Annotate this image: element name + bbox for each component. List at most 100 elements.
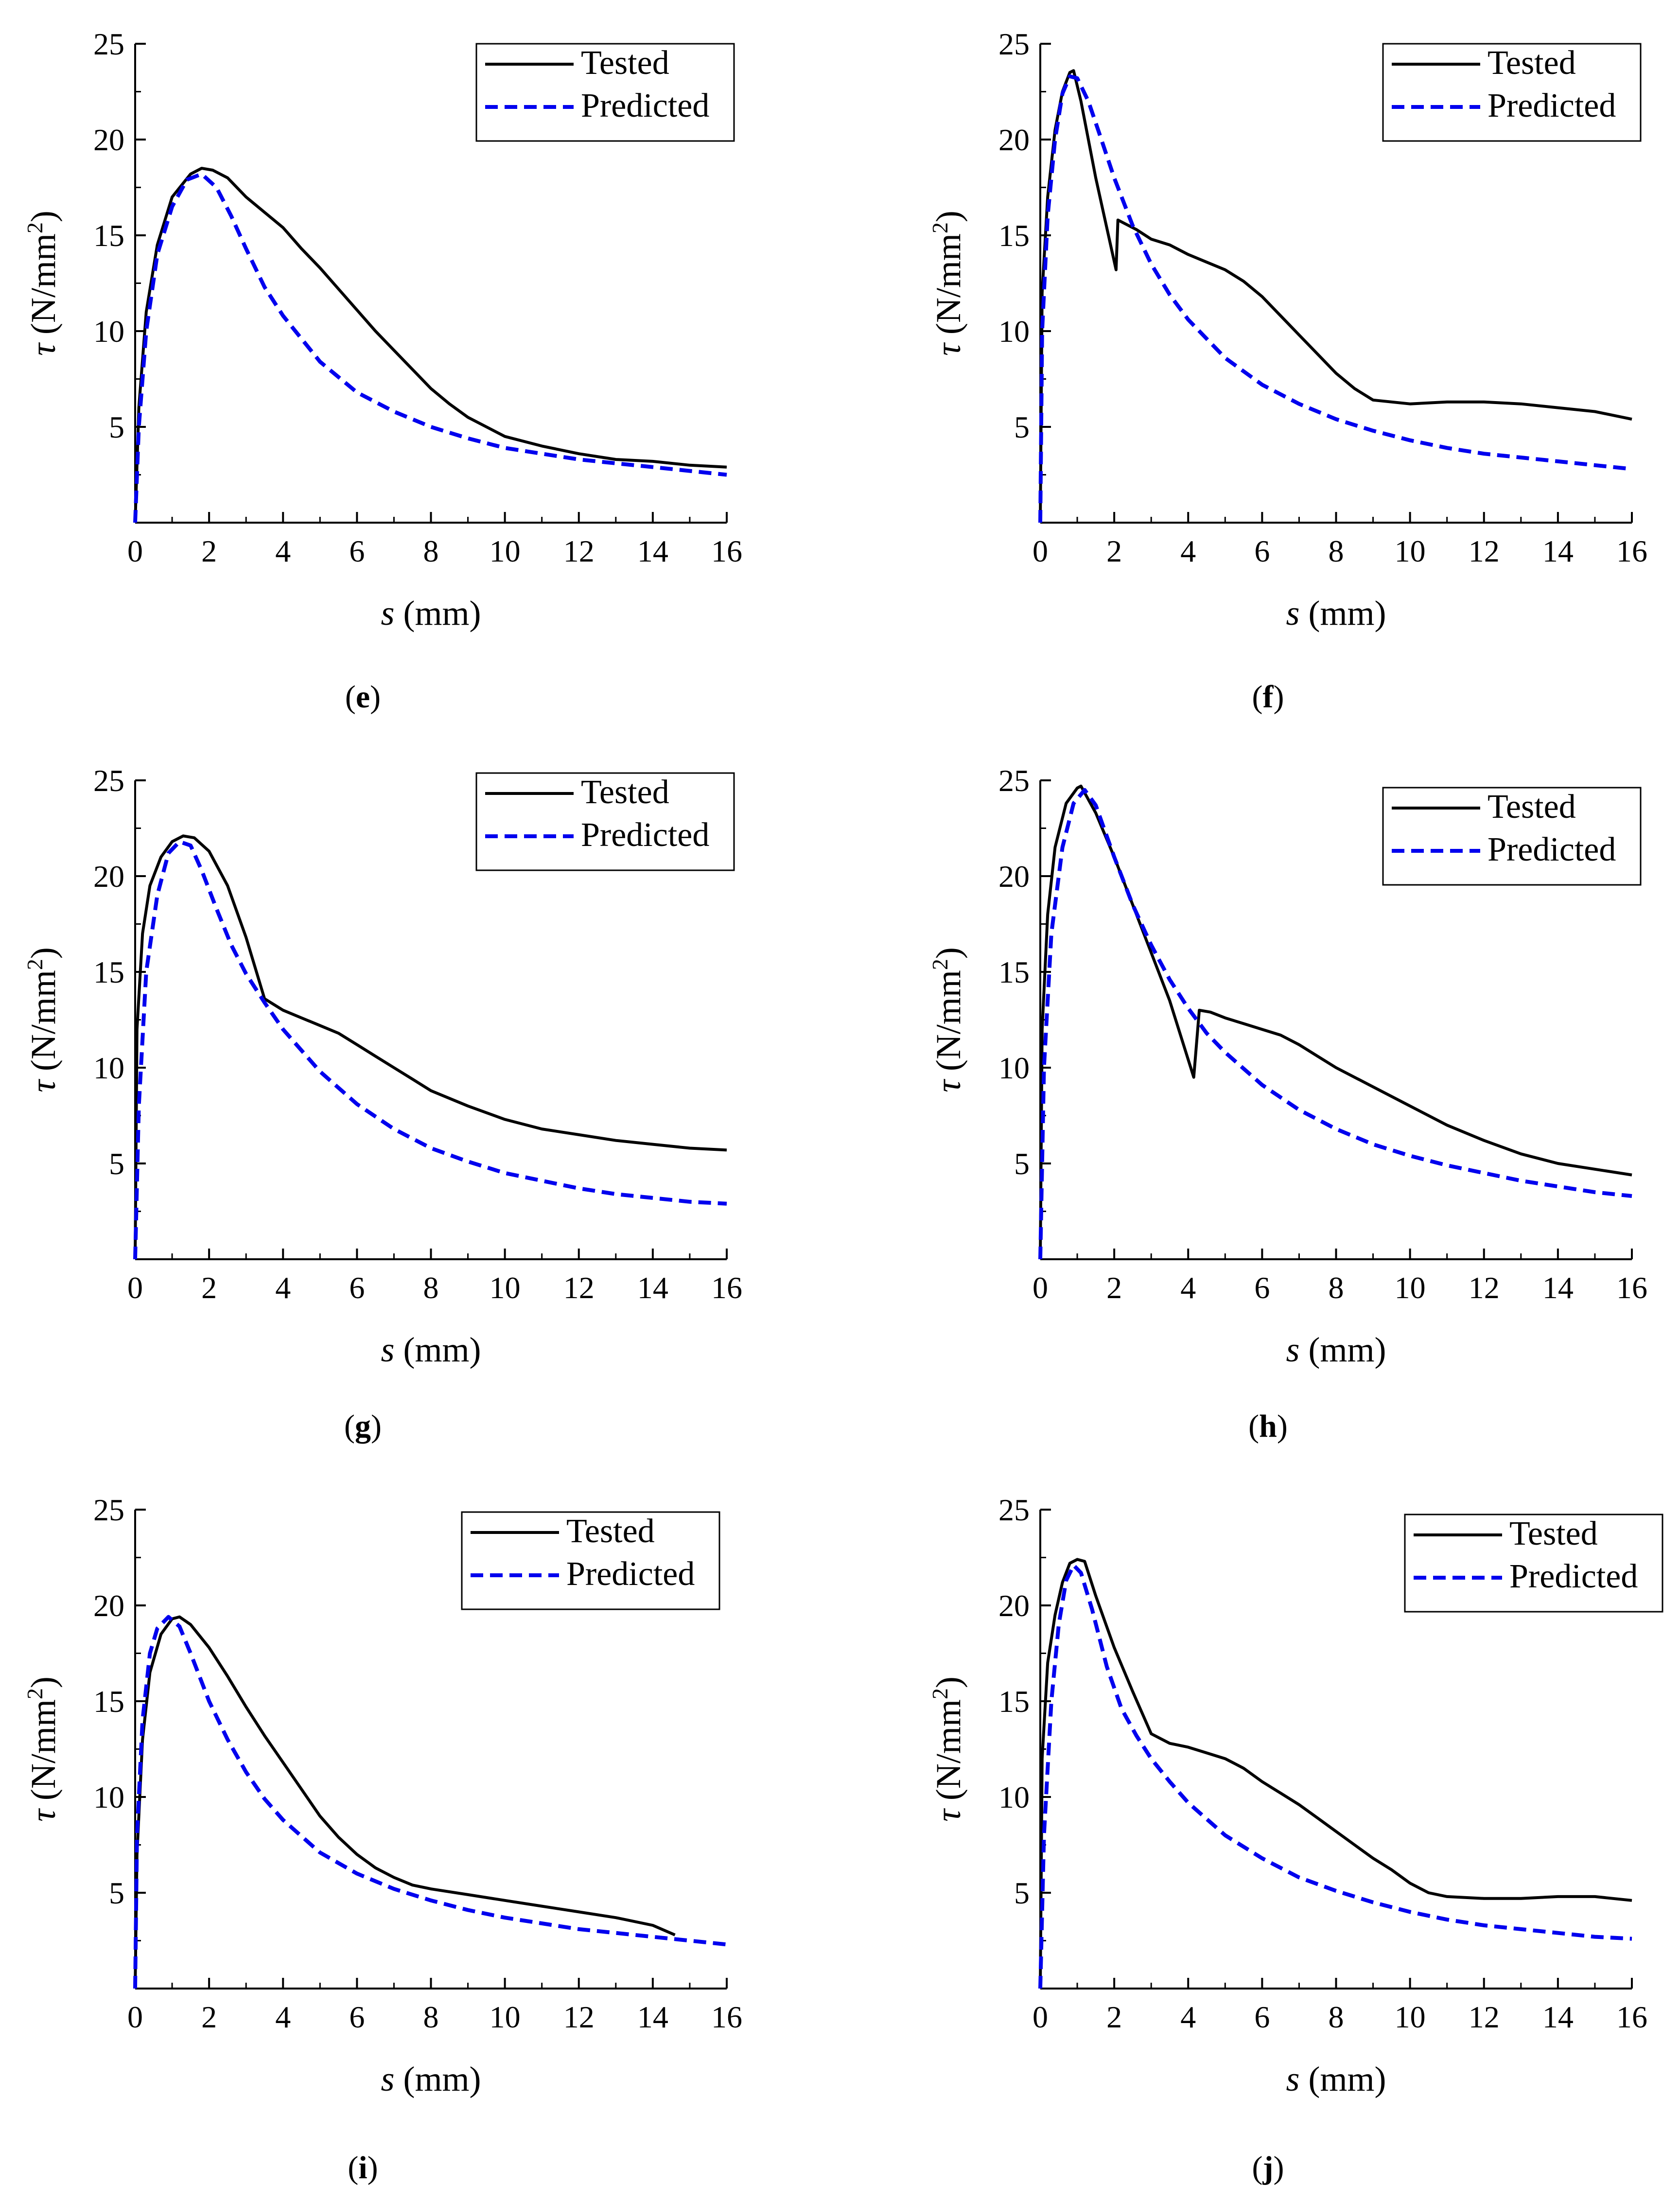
y-axis-unit-close: ) [929,1676,968,1688]
x-tick-label: 0 [1032,2000,1048,2034]
series-line-tested [1039,1558,1632,1989]
x-axis-unit: (mm) [1300,594,1386,633]
y-axis-title: τ (N/mm2) [22,947,63,1092]
x-tick-label: 12 [563,534,595,568]
series-line-predicted [1038,788,1632,1260]
series-line-predicted [133,172,727,523]
y-axis-superscript: 2 [22,959,47,970]
x-tick-label: 12 [1469,2000,1500,2034]
legend-box [461,1511,720,1610]
y-tick-label: 25 [93,1493,124,1527]
x-tick-label: 2 [201,1270,217,1305]
x-tick-label: 8 [423,534,439,568]
legend-label-tested: Tested [1488,788,1576,826]
y-tick-label: 15 [93,1684,124,1719]
x-tick-label: 6 [349,534,365,568]
x-axis-title: s (mm) [381,1330,481,1369]
x-tick-label: 10 [1395,1270,1426,1305]
panel-label-close: ) [368,2150,378,2185]
x-axis-var: s [381,2060,395,2098]
y-axis-unit: (N/mm [24,1699,63,1809]
panel-label-open: ( [1252,2150,1263,2185]
y-axis-var: τ [24,1079,63,1092]
x-tick-label: 2 [201,534,217,568]
y-axis-superscript: 2 [22,222,47,233]
x-tick-label: 6 [1254,2000,1270,2034]
y-tick-label: 15 [998,218,1030,253]
series-line-predicted [1038,74,1632,523]
y-axis-var: τ [24,1808,63,1822]
y-tick-label: 5 [1014,410,1030,444]
legend-label-predicted: Predicted [1509,1558,1638,1595]
x-axis-title: s (mm) [381,2060,481,2098]
y-axis-unit-close: ) [24,947,63,959]
x-axis-unit: (mm) [1300,1330,1386,1369]
x-tick-label: 4 [275,1270,291,1305]
panel-label-letter: h [1259,1409,1277,1444]
x-axis-unit: (mm) [1300,2060,1386,2098]
x-tick-label: 14 [637,1270,668,1305]
y-axis-unit: (N/mm [929,970,968,1080]
y-tick-label: 5 [109,1146,124,1181]
panel-label-open: ( [344,1409,355,1444]
y-axis-title: τ (N/mm2) [928,1676,968,1822]
legend-label-predicted: Predicted [1488,831,1616,868]
legend: Tested Predicted [1382,43,1642,142]
y-tick-label: 15 [93,955,124,989]
y-tick-label: 20 [998,1588,1030,1623]
legend-label-tested: Tested [1488,44,1576,82]
series-line-predicted [133,840,727,1260]
y-axis-unit-close: ) [24,211,63,222]
x-tick-label: 16 [711,2000,742,2034]
panel-label-letter: j [1262,2150,1274,2185]
x-tick-label: 2 [1106,1270,1122,1305]
x-tick-label: 4 [1180,534,1196,568]
x-axis-title: s (mm) [1286,594,1386,633]
x-tick-label: 8 [423,2000,439,2034]
x-tick-label: 2 [1106,534,1122,568]
series-line-predicted [133,1615,727,1989]
y-tick-label: 20 [93,1588,124,1623]
legend-box [475,43,735,142]
panel-label-close: ) [1277,1409,1288,1444]
legend-label-tested: Tested [1509,1515,1598,1552]
legend-box [1382,787,1642,886]
y-tick-label: 5 [1014,1876,1030,1910]
x-tick-label: 6 [349,2000,365,2034]
x-tick-label: 0 [127,534,143,568]
y-axis-unit: (N/mm [929,1699,968,1809]
panel-label-close: ) [1273,679,1284,715]
x-tick-label: 16 [711,1270,742,1305]
y-axis-title: τ (N/mm2) [22,1676,63,1822]
y-axis-superscript: 2 [928,1688,952,1699]
legend-label-tested: Tested [581,774,669,811]
series-line-tested [134,1615,676,1989]
panel-label-open: ( [1248,1409,1259,1444]
x-tick-label: 2 [1106,2000,1122,2034]
x-tick-label: 14 [637,534,668,568]
y-tick-label: 15 [998,1684,1030,1719]
x-tick-label: 8 [423,1270,439,1305]
y-tick-label: 10 [93,1051,124,1085]
panel-label-open: ( [348,2150,358,2185]
x-tick-label: 14 [1542,534,1574,568]
y-axis-unit: (N/mm [24,233,63,343]
legend-label-tested: Tested [566,1513,655,1550]
x-axis-var: s [1286,1330,1300,1369]
y-tick-label: 15 [998,955,1030,989]
panel-label: (i) [348,2150,378,2185]
y-tick-label: 25 [998,763,1030,798]
legend-label-tested: Tested [581,44,669,82]
x-tick-label: 14 [1542,2000,1574,2034]
x-axis-title: s (mm) [1286,2060,1386,2098]
y-axis-var: τ [929,1079,968,1092]
legend-box [1404,1514,1663,1613]
y-tick-label: 25 [93,763,124,798]
x-tick-label: 16 [1616,534,1647,568]
x-axis-var: s [381,1330,395,1369]
y-axis-title: τ (N/mm2) [928,947,968,1092]
